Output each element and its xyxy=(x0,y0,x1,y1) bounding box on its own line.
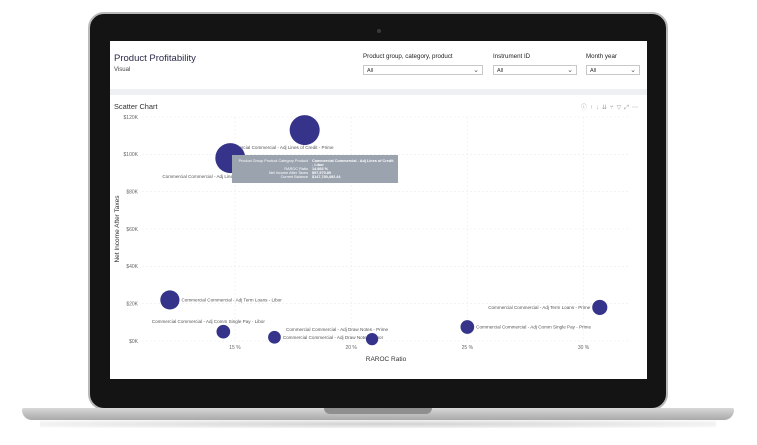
data-tooltip: Product Group Product Category Product C… xyxy=(232,155,398,183)
y-tick-label: $100K xyxy=(124,152,139,158)
laptop-notch xyxy=(324,408,432,414)
tooltip-row: Product Group Product Category Product C… xyxy=(236,159,394,167)
filter-label-instrument: Instrument ID xyxy=(493,53,531,60)
webcam xyxy=(377,29,381,33)
report-header: Product Profitability Visual Product gro… xyxy=(110,41,647,89)
y-tick-label: $0K xyxy=(129,339,139,345)
y-tick-label: $60K xyxy=(126,227,138,233)
filter-label-product: Product group, category, product xyxy=(363,53,453,60)
bubble-point[interactable] xyxy=(268,330,281,344)
bubble-label: Commercial Commercial - Adj Comm Single … xyxy=(152,319,266,324)
chevron-down-icon: ⌄ xyxy=(473,67,479,74)
tooltip-value: $97,975.89 xyxy=(312,171,332,175)
bubble-label: Commercial Commercial - Adj Draw Notes -… xyxy=(286,327,389,332)
x-tick-label: 25 % xyxy=(462,345,474,351)
expand-next-level-icon[interactable]: ⇊ xyxy=(601,105,610,111)
filter-value-product: All xyxy=(367,68,374,74)
drill-up-icon[interactable]: ↑ xyxy=(589,105,596,111)
filter-dropdown-instrument[interactable]: All ⌄ xyxy=(493,65,577,75)
bubble-label: Commercial Commercial - Adj Lines of Cre… xyxy=(226,145,334,150)
tooltip-row: Net Income After Taxes $97,975.89 xyxy=(236,171,394,175)
y-tick-label: $120K xyxy=(124,115,139,121)
tooltip-key: Current Balance xyxy=(280,175,308,179)
filter-dropdown-product[interactable]: All ⌄ xyxy=(363,65,483,75)
bubble-label: Commercial Commercial - Adj Lines of Cre… xyxy=(162,174,268,179)
x-tick-label: 15 % xyxy=(229,345,241,351)
filter-value-instrument: All xyxy=(497,68,504,74)
bubble-label: Commercial Commercial - Adj Term Loans -… xyxy=(181,297,282,302)
expand-all-icon[interactable]: ⑂ xyxy=(609,105,617,111)
bubbles: Commercial Commercial - Adj Lines of Cre… xyxy=(152,115,608,346)
bubble-point[interactable] xyxy=(365,333,379,346)
visual-title: Scatter Chart xyxy=(114,102,158,111)
tooltip-key: Net Income After Taxes xyxy=(268,171,308,175)
y-tick-label: $80K xyxy=(126,189,138,195)
tooltip-key: Product Group Product Category Product xyxy=(238,159,308,163)
bubble-label: Commercial Commercial - Adj Term Loans -… xyxy=(488,305,590,310)
x-axis-ticks: 15 % 20 % 25 % 30 % xyxy=(229,345,590,351)
scatter-visual: Scatter Chart ⓘ↑↓⇊⑂▽⤢⋯ $0K $20K $40K $60K $8… xyxy=(110,95,647,379)
y-axis-ticks: $0K $20K $40K $60K $80K $100K $120K xyxy=(124,115,139,345)
tooltip-value: 14.866 % xyxy=(312,167,329,171)
filter-icon[interactable]: ▽ xyxy=(616,105,625,111)
chevron-down-icon: ⌄ xyxy=(630,67,636,74)
report-subtitle: Visual xyxy=(114,67,131,73)
laptop-base xyxy=(22,408,734,420)
drill-down-icon[interactable]: ↓ xyxy=(595,105,602,111)
tooltip-value: $147,780,492.44 xyxy=(312,175,341,179)
visual-toolbar: ⓘ↑↓⇊⑂▽⤢⋯ xyxy=(581,102,641,112)
bubble-point[interactable] xyxy=(289,115,320,146)
focus-mode-icon[interactable]: ⤢ xyxy=(624,105,632,111)
x-axis-title: RAROC Ratio xyxy=(366,356,407,363)
x-tick-label: 30 % xyxy=(578,345,590,351)
bubble-label: Commercial Commercial - Adj Comm Single … xyxy=(476,325,591,330)
y-tick-label: $40K xyxy=(126,264,138,270)
y-tick-label: $20K xyxy=(126,301,138,307)
tooltip-row: RAROC Ratio 14.866 % xyxy=(236,167,394,171)
bubble-point[interactable] xyxy=(160,290,180,310)
bubble-point[interactable] xyxy=(592,299,608,315)
bubble-point[interactable] xyxy=(460,320,475,334)
more-options-icon[interactable]: ⋯ xyxy=(632,105,641,111)
report-title: Product Profitability xyxy=(114,53,196,64)
tooltip-row: Current Balance $147,780,492.44 xyxy=(236,175,394,179)
info-icon[interactable]: ⓘ xyxy=(580,105,590,111)
tooltip-value: Commercial Commercial - Adj Lines of Cre… xyxy=(312,159,394,167)
bubble-point[interactable] xyxy=(216,324,231,339)
filter-dropdown-month[interactable]: All ⌄ xyxy=(586,65,640,75)
x-tick-label: 20 % xyxy=(345,345,357,351)
report-screen: Product Profitability Visual Product gro… xyxy=(110,41,647,379)
chevron-down-icon: ⌄ xyxy=(567,67,573,74)
laptop-shadow xyxy=(40,420,716,428)
y-axis-title: Net Income After Taxes xyxy=(114,195,121,263)
tooltip-key: RAROC Ratio xyxy=(284,167,308,171)
filter-value-month: All xyxy=(590,68,597,74)
filter-label-month: Month year xyxy=(586,53,617,60)
scatter-chart: $0K $20K $40K $60K $80K $100K $120K 15 % 20 % 25… xyxy=(114,115,630,363)
bubble-label: Commercial Commercial - Adj Draw Notes -… xyxy=(283,335,384,340)
